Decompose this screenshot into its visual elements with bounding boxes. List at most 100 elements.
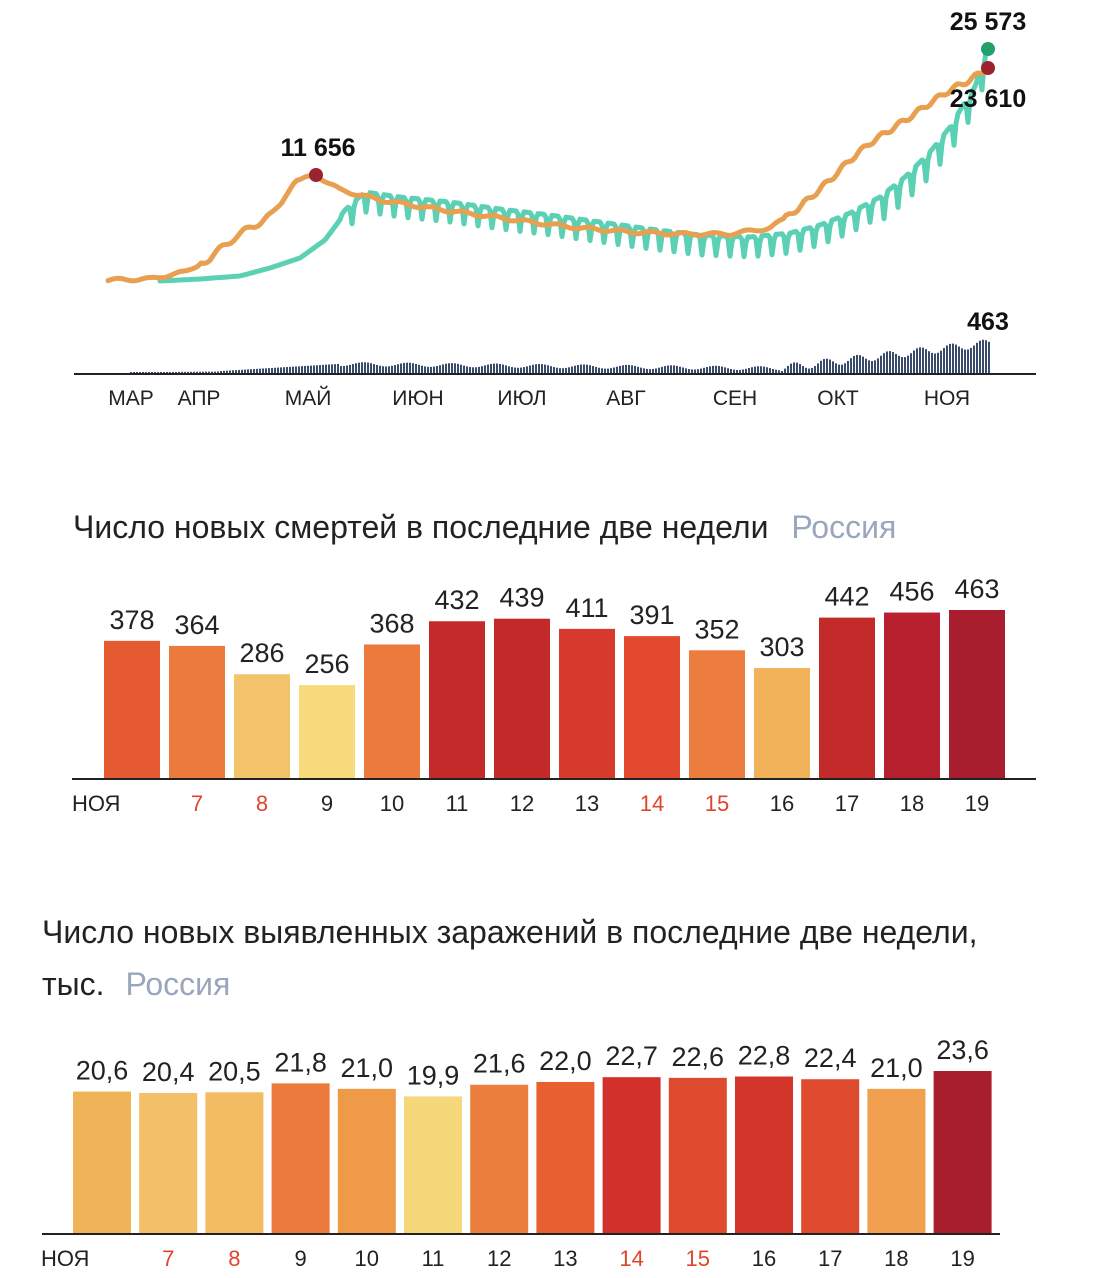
cases-chart-title: Число новых выявленных заражений в после…: [42, 914, 978, 1002]
deaths-mini-bar-112: [466, 366, 468, 373]
deaths-mini-bar-17: [181, 371, 183, 373]
deaths-mini-bar-228: [814, 366, 816, 373]
deaths-mini-bar-169: [637, 366, 639, 373]
deaths-mini-bar-138: [544, 364, 546, 373]
deaths-mini-bar-128: [514, 367, 516, 373]
deaths-mini-bar-224: [802, 366, 804, 373]
deaths-mini-bar-78: [364, 362, 366, 373]
deaths-mini-bar-270: [940, 350, 942, 373]
deaths-mini-bar-102: [436, 365, 438, 373]
deaths-mini-bar-103: [439, 365, 441, 373]
deaths-mini-bar-73: [349, 364, 351, 373]
deaths-mini-bar-2: [136, 372, 138, 373]
category-label-9: 15: [705, 791, 729, 816]
deaths-mini-bar-200: [730, 369, 732, 373]
deaths-mini-bar-281: [973, 345, 975, 373]
deaths-mini-bar-261: [913, 350, 915, 373]
deaths-mini-bar-232: [826, 358, 828, 373]
deaths-mini-bar-4: [142, 372, 144, 373]
deaths-mini-bar-266: [928, 351, 930, 373]
deaths-mini-bar-20: [190, 371, 192, 373]
deaths-mini-bar-107: [451, 363, 453, 373]
deaths-mini-bar-121: [493, 363, 495, 373]
bar-value-label-0: 20,6: [76, 1056, 129, 1086]
deaths-mini-bar-186: [688, 369, 690, 373]
category-label-13: 19: [950, 1246, 974, 1271]
deaths-mini-bar-98: [424, 366, 426, 373]
deaths-mini-bar-218: [784, 368, 786, 373]
deaths-mini-bar-66: [328, 364, 330, 373]
deaths-mini-bar-10: [160, 372, 162, 373]
deaths-mini-bar-259: [907, 355, 909, 373]
deaths-mini-bar-175: [655, 368, 657, 373]
deaths-mini-bar-136: [538, 363, 540, 373]
deaths-mini-bar-194: [712, 365, 714, 373]
category-label-1: 7: [162, 1246, 174, 1271]
deaths-mini-bar-231: [823, 359, 825, 373]
deaths-mini-bar-244: [862, 356, 864, 373]
bar-8: [624, 636, 680, 778]
deaths-mini-bar-72: [346, 365, 348, 373]
deaths-mini-bar-208: [754, 366, 756, 373]
deaths-mini-bar-8: [154, 372, 156, 373]
deaths-mini-bar-67: [331, 364, 333, 373]
deaths-mini-bar-230: [820, 360, 822, 373]
deaths-mini-bar-283: [979, 340, 981, 373]
deaths-mini-bar-18: [184, 371, 186, 373]
deaths-mini-bar-258: [904, 357, 906, 373]
bar-value-label-5: 19,9: [407, 1060, 460, 1090]
deaths-mini-bar-165: [625, 364, 627, 373]
bar-value-label-4: 368: [369, 608, 414, 638]
deaths-mini-bar-154: [592, 366, 594, 373]
deaths-mini-bar-44: [262, 368, 264, 373]
bar-value-label-7: 22,0: [539, 1046, 592, 1076]
deaths-mini-bar-83: [379, 365, 381, 373]
deaths-mini-bar-35: [235, 370, 237, 373]
deaths-mini-bar-45: [265, 368, 267, 373]
deaths-mini-bar-243: [859, 355, 861, 373]
deaths-mini-bar-108: [454, 363, 456, 373]
deaths-mini-bar-284: [982, 339, 984, 373]
category-label-12: 18: [884, 1246, 908, 1271]
deaths-mini-bar-123: [499, 363, 501, 373]
bar-3: [271, 1083, 330, 1233]
bar-11: [801, 1079, 860, 1233]
deaths-mini-bar-12: [166, 372, 168, 373]
annotation-peak-may: 11 656: [280, 134, 355, 162]
deaths-mini-bar-182: [676, 365, 678, 373]
deaths-mini-bar-272: [946, 345, 948, 373]
deaths-mini-bar-62: [316, 365, 318, 373]
category-label-6: 12: [510, 791, 534, 816]
deaths-mini-bar-188: [694, 369, 696, 373]
category-label-2: 8: [228, 1246, 240, 1271]
deaths-mini-bar-11: [163, 372, 165, 373]
deaths-mini-bar-110: [460, 364, 462, 373]
deaths-mini-bar-6: [148, 372, 150, 373]
deaths-mini-bar-222: [796, 362, 798, 373]
deaths-mini-bar-70: [340, 365, 342, 373]
category-label-5: 11: [422, 1246, 445, 1271]
deaths-mini-bar-22: [196, 371, 198, 373]
deaths-mini-bar-211: [763, 366, 765, 373]
deaths-chart-region: Россия: [791, 509, 897, 545]
deaths-mini-bar-151: [583, 364, 585, 373]
deaths-mini-bar-0: [130, 372, 132, 373]
deaths-mini-bar-201: [733, 369, 735, 373]
deaths-mini-bar-240: [850, 358, 852, 373]
deaths-mini-bar-267: [931, 352, 933, 373]
deaths-mini-bar-26: [208, 371, 210, 373]
bar-value-label-8: 391: [629, 600, 674, 630]
bar-13: [933, 1071, 992, 1233]
month-label-5: АВГ: [606, 387, 645, 410]
deaths-mini-bar-215: [775, 369, 777, 373]
bar-4: [364, 644, 420, 778]
deaths-mini-bar-49: [277, 367, 279, 373]
deaths-mini-bar-157: [601, 368, 603, 373]
bar-2: [234, 674, 290, 778]
bar-value-label-6: 439: [499, 583, 544, 613]
bar-8: [602, 1077, 661, 1233]
category-label-7: 13: [553, 1246, 577, 1271]
deaths-mini-bar-254: [892, 352, 894, 373]
deaths-mini-bar-233: [829, 359, 831, 373]
bar-value-label-3: 256: [304, 649, 349, 679]
